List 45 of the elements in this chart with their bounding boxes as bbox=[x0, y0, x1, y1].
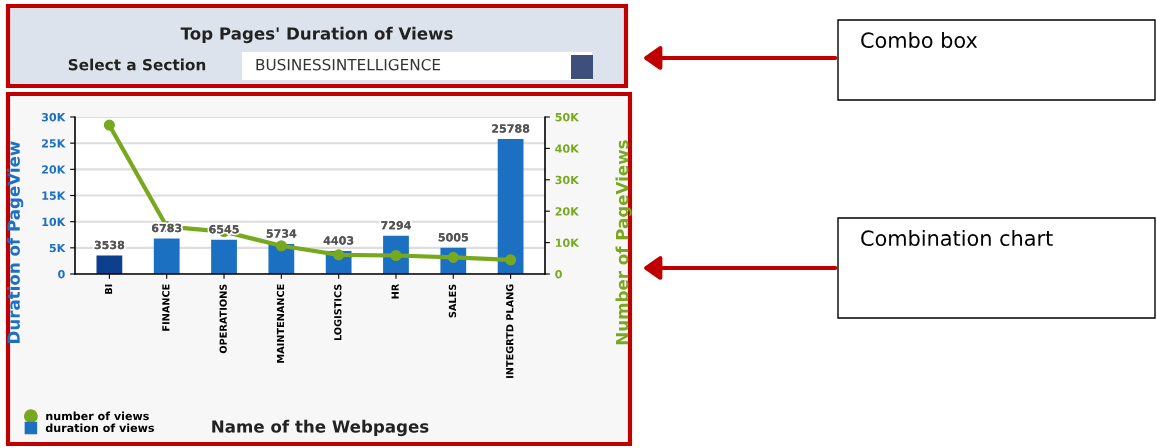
y-axis-title: Duration of PageView bbox=[7, 141, 24, 343]
data-label: 7294 bbox=[381, 221, 411, 230]
chart-subtitle: Select a Section bbox=[68, 58, 206, 71]
x-axis-title: Name of the Webpages bbox=[212, 419, 429, 437]
data-label: 25788 bbox=[492, 124, 530, 133]
point bbox=[103, 119, 115, 131]
y2-tick-label: 0 bbox=[555, 269, 562, 279]
x-tick-label: SALES bbox=[448, 284, 457, 318]
x-tick-label: BI bbox=[104, 284, 113, 294]
data-label: 5734 bbox=[266, 229, 297, 238]
y-tick-label: 5K bbox=[49, 243, 66, 253]
y-tick-label: 20K bbox=[42, 165, 66, 174]
bar bbox=[497, 139, 524, 274]
text: Combination chart bbox=[861, 229, 1053, 247]
y2-tick-label: 20K bbox=[555, 207, 580, 216]
point bbox=[505, 254, 517, 266]
text: Combo box bbox=[861, 31, 978, 49]
y-tick-label: 15K bbox=[42, 191, 66, 200]
text: BUSINESSINTELLIGENCE bbox=[256, 58, 441, 71]
y-tick-label: 10K bbox=[42, 217, 66, 227]
bar bbox=[153, 238, 180, 274]
chart-title: Top Pages' Duration of Views bbox=[180, 26, 453, 44]
y-tick-label: 30K bbox=[41, 112, 66, 122]
point bbox=[333, 249, 345, 261]
x-tick-label: OPERATIONS bbox=[219, 284, 227, 354]
legend-label: number of views bbox=[46, 411, 149, 421]
x-tick-label: INTEGRTD PLANG bbox=[506, 284, 514, 378]
x-tick-label: LOGISTICS bbox=[334, 284, 342, 341]
legend-label: duration of views bbox=[45, 423, 154, 433]
y2-tick-label: 40K bbox=[555, 144, 580, 153]
data-label: 5005 bbox=[438, 233, 468, 242]
data-label: 3538 bbox=[94, 240, 125, 250]
y-tick-label: 25K bbox=[42, 139, 66, 148]
bar bbox=[211, 239, 237, 274]
y2-tick-label: 30K bbox=[555, 175, 580, 185]
bar bbox=[96, 255, 123, 274]
y2-axis-title: Number of PageViews bbox=[615, 140, 632, 345]
x-tick-label: HR bbox=[391, 283, 399, 299]
y2-tick-label: 10K bbox=[555, 238, 580, 247]
y-tick-label: 0 bbox=[58, 269, 65, 279]
y2-tick-label: 50K bbox=[555, 112, 580, 122]
x-tick-label: FINANCE bbox=[162, 284, 170, 331]
point bbox=[275, 240, 287, 252]
x-tick-label: MAINTENANCE bbox=[276, 284, 285, 363]
data-label: 4403 bbox=[323, 236, 354, 245]
